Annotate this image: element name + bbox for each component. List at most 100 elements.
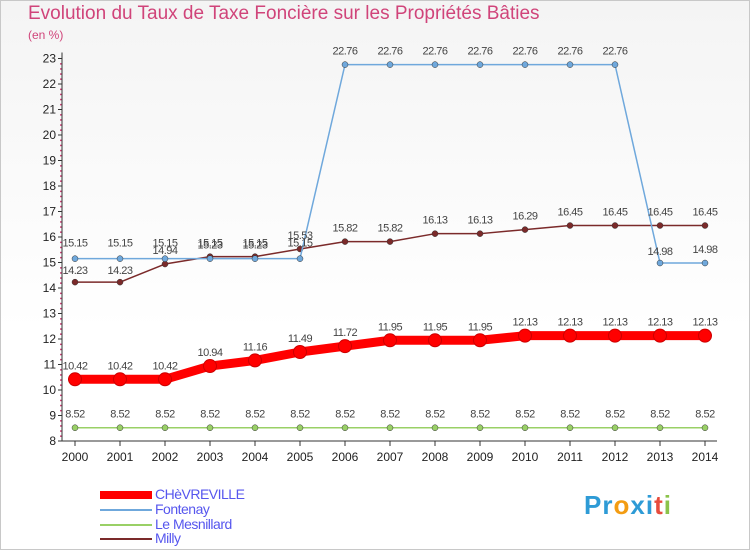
x-tick-label: 2013 (647, 450, 674, 464)
data-label-milly: 15.82 (377, 223, 402, 235)
y-minor-tick (60, 297, 62, 300)
data-label-le-mesnillard: 8.52 (560, 409, 580, 421)
y-tick-label: 21 (43, 103, 57, 117)
data-label-milly: 15.82 (332, 223, 357, 235)
y-axis-unit: (en %) (28, 28, 64, 42)
y-minor-tick (60, 333, 62, 335)
data-label-fontenay: 15.15 (107, 238, 132, 250)
data-point-fontenay (341, 61, 349, 68)
y-minor-tick (60, 165, 62, 167)
data-point-fontenay (656, 259, 664, 267)
y-minor-tick (60, 369, 62, 371)
y-minor-tick (60, 119, 62, 121)
data-point-milly (71, 278, 79, 286)
data-point-milly (656, 222, 664, 229)
legend-swatch-milly (100, 538, 152, 540)
y-minor-tick (60, 200, 62, 203)
data-point-le-mesnillard (386, 424, 394, 431)
y-minor-tick (60, 267, 62, 269)
y-tick-label: 23 (43, 52, 57, 66)
y-minor-tick (60, 93, 62, 96)
data-label-fontenay: 14.98 (692, 244, 717, 256)
legend-label-fontenay: Fontenay (155, 501, 210, 517)
y-tick-label: 10 (43, 383, 57, 397)
data-label-fontenay: 22.76 (422, 46, 447, 58)
y-tick-label: 8 (49, 434, 56, 448)
y-minor-tick (60, 195, 62, 198)
y-minor-tick (60, 399, 62, 402)
data-point-ch-vreville (203, 359, 217, 374)
data-label-milly: 16.13 (467, 215, 492, 227)
data-point-fontenay (566, 61, 574, 68)
data-label-fontenay: 15.15 (287, 238, 312, 250)
y-minor-tick (60, 98, 62, 101)
y-minor-tick (60, 394, 62, 397)
data-point-ch-vreville (563, 328, 577, 343)
y-minor-tick (60, 88, 62, 91)
y-minor-tick (60, 68, 62, 70)
data-point-le-mesnillard (206, 424, 214, 431)
logo-letter: x (630, 490, 646, 520)
data-label-ch-vreville: 11.95 (423, 321, 448, 333)
data-point-ch-vreville (158, 372, 172, 387)
logo-letter: i (645, 490, 655, 520)
data-point-le-mesnillard (431, 424, 439, 431)
y-tick-label: 15 (43, 256, 57, 270)
y-minor-tick (60, 124, 62, 126)
data-label-milly: 16.45 (647, 207, 672, 219)
y-minor-tick (60, 307, 62, 310)
data-point-fontenay (116, 255, 124, 262)
data-point-le-mesnillard (341, 424, 349, 431)
data-point-milly (161, 260, 169, 268)
data-point-fontenay (71, 255, 79, 262)
chart-title: Evolution du Taux de Taxe Foncière sur l… (28, 3, 540, 24)
data-point-milly (476, 230, 484, 237)
y-tick-label: 9 (49, 409, 56, 423)
data-label-milly: 15.53 (287, 230, 312, 242)
y-minor-tick (60, 63, 62, 65)
data-label-ch-vreville: 11.16 (243, 341, 268, 353)
data-label-milly: 14.23 (107, 265, 132, 277)
data-point-milly (611, 222, 619, 229)
data-point-ch-vreville (608, 328, 622, 343)
data-label-ch-vreville: 11.95 (468, 321, 493, 333)
data-label-le-mesnillard: 8.52 (65, 409, 85, 421)
y-minor-tick (60, 409, 62, 412)
logo-letter: P (584, 490, 603, 520)
y-minor-tick (60, 277, 62, 279)
data-label-milly: 16.45 (602, 207, 627, 219)
y-minor-tick (60, 420, 62, 422)
x-tick-label: 2008 (422, 450, 449, 464)
y-tick-label: 13 (43, 307, 57, 321)
data-point-milly (521, 226, 529, 233)
data-point-fontenay (206, 255, 214, 262)
x-tick-label: 2010 (512, 450, 539, 464)
data-label-le-mesnillard: 8.52 (335, 409, 355, 421)
y-minor-tick (60, 226, 62, 228)
data-label-ch-vreville: 10.42 (107, 360, 132, 372)
y-minor-tick (60, 343, 62, 346)
data-point-le-mesnillard (701, 424, 709, 431)
x-tick-label: 2006 (332, 450, 359, 464)
data-point-le-mesnillard (161, 424, 169, 431)
y-minor-tick (60, 231, 62, 233)
data-label-le-mesnillard: 8.52 (245, 409, 265, 421)
data-label-le-mesnillard: 8.52 (650, 409, 670, 421)
x-tick-label: 2000 (62, 450, 89, 464)
y-minor-tick (60, 379, 62, 381)
data-point-ch-vreville (428, 333, 442, 348)
data-label-le-mesnillard: 8.52 (695, 409, 715, 421)
y-tick-label: 22 (43, 77, 57, 91)
data-point-ch-vreville (338, 339, 352, 354)
logo-letter: t (654, 490, 664, 520)
y-tick-label: 11 (44, 358, 57, 372)
y-minor-tick (60, 139, 62, 142)
data-label-fontenay: 22.76 (512, 46, 537, 58)
data-point-ch-vreville (518, 328, 532, 343)
data-label-ch-vreville: 11.95 (378, 321, 403, 333)
y-minor-tick (60, 180, 62, 182)
y-minor-tick (60, 272, 62, 274)
data-label-le-mesnillard: 8.52 (290, 409, 310, 421)
